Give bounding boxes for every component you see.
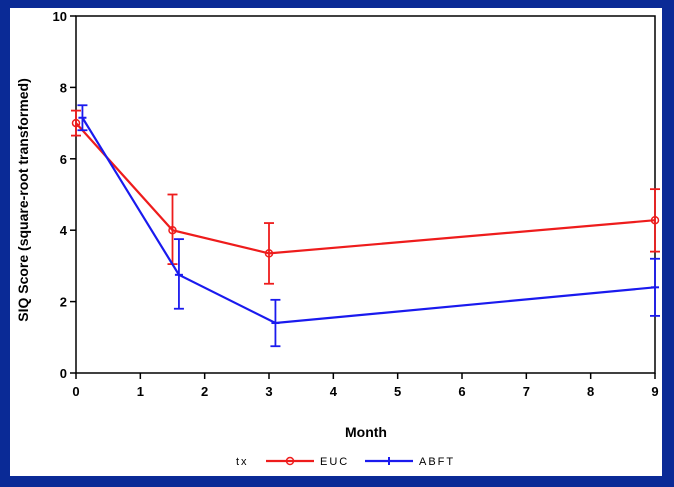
- legend-title: tx: [236, 456, 249, 468]
- series-euc: [71, 109, 660, 285]
- data-point: [650, 215, 660, 225]
- y-tick-label: 0: [60, 366, 67, 381]
- legend: tx EUC ABFT: [236, 456, 455, 468]
- y-tick-label: 2: [60, 295, 67, 310]
- y-tick-label: 10: [53, 9, 67, 24]
- y-tick-label: 4: [60, 223, 68, 238]
- x-tick-label: 5: [394, 384, 401, 399]
- data-point: [71, 118, 81, 128]
- y-tick-label: 8: [60, 80, 67, 95]
- x-tick-label: 8: [587, 384, 594, 399]
- x-tick-label: 4: [330, 384, 338, 399]
- y-tick-label: 6: [60, 152, 67, 167]
- y-axis-title: SIQ Score (square-root transformed): [15, 78, 31, 322]
- series-line: [75, 122, 656, 255]
- chart-frame: 0 2 4 6 8 10 0 1 2 3 4 5 6 7 8 9 SIQ Score (square-root…: [10, 8, 662, 476]
- x-axis-title: Month: [345, 424, 387, 440]
- x-tick-label: 7: [523, 384, 530, 399]
- data-point: [264, 249, 274, 258]
- data-point: [168, 225, 177, 235]
- plot-border: [75, 15, 656, 374]
- series-abft: [77, 104, 660, 348]
- legend-label-euc: EUC: [320, 456, 349, 468]
- x-tick-label: 6: [458, 384, 465, 399]
- plot-area: 0 2 4 6 8 10 0 1 2 3 4 5 6 7 8 9: [53, 9, 660, 399]
- x-tick-label: 3: [265, 384, 272, 399]
- legend-marker: [285, 456, 295, 466]
- siq-score-chart: 0 2 4 6 8 10 0 1 2 3 4 5 6 7 8 9 SIQ Score (square-root…: [15, 9, 660, 468]
- x-tick-label: 0: [72, 384, 79, 399]
- legend-label-abft: ABFT: [419, 456, 455, 468]
- x-tick-label: 1: [137, 384, 144, 399]
- series-line: [81, 117, 656, 325]
- x-tick-label: 2: [201, 384, 208, 399]
- x-tick-label: 9: [651, 384, 658, 399]
